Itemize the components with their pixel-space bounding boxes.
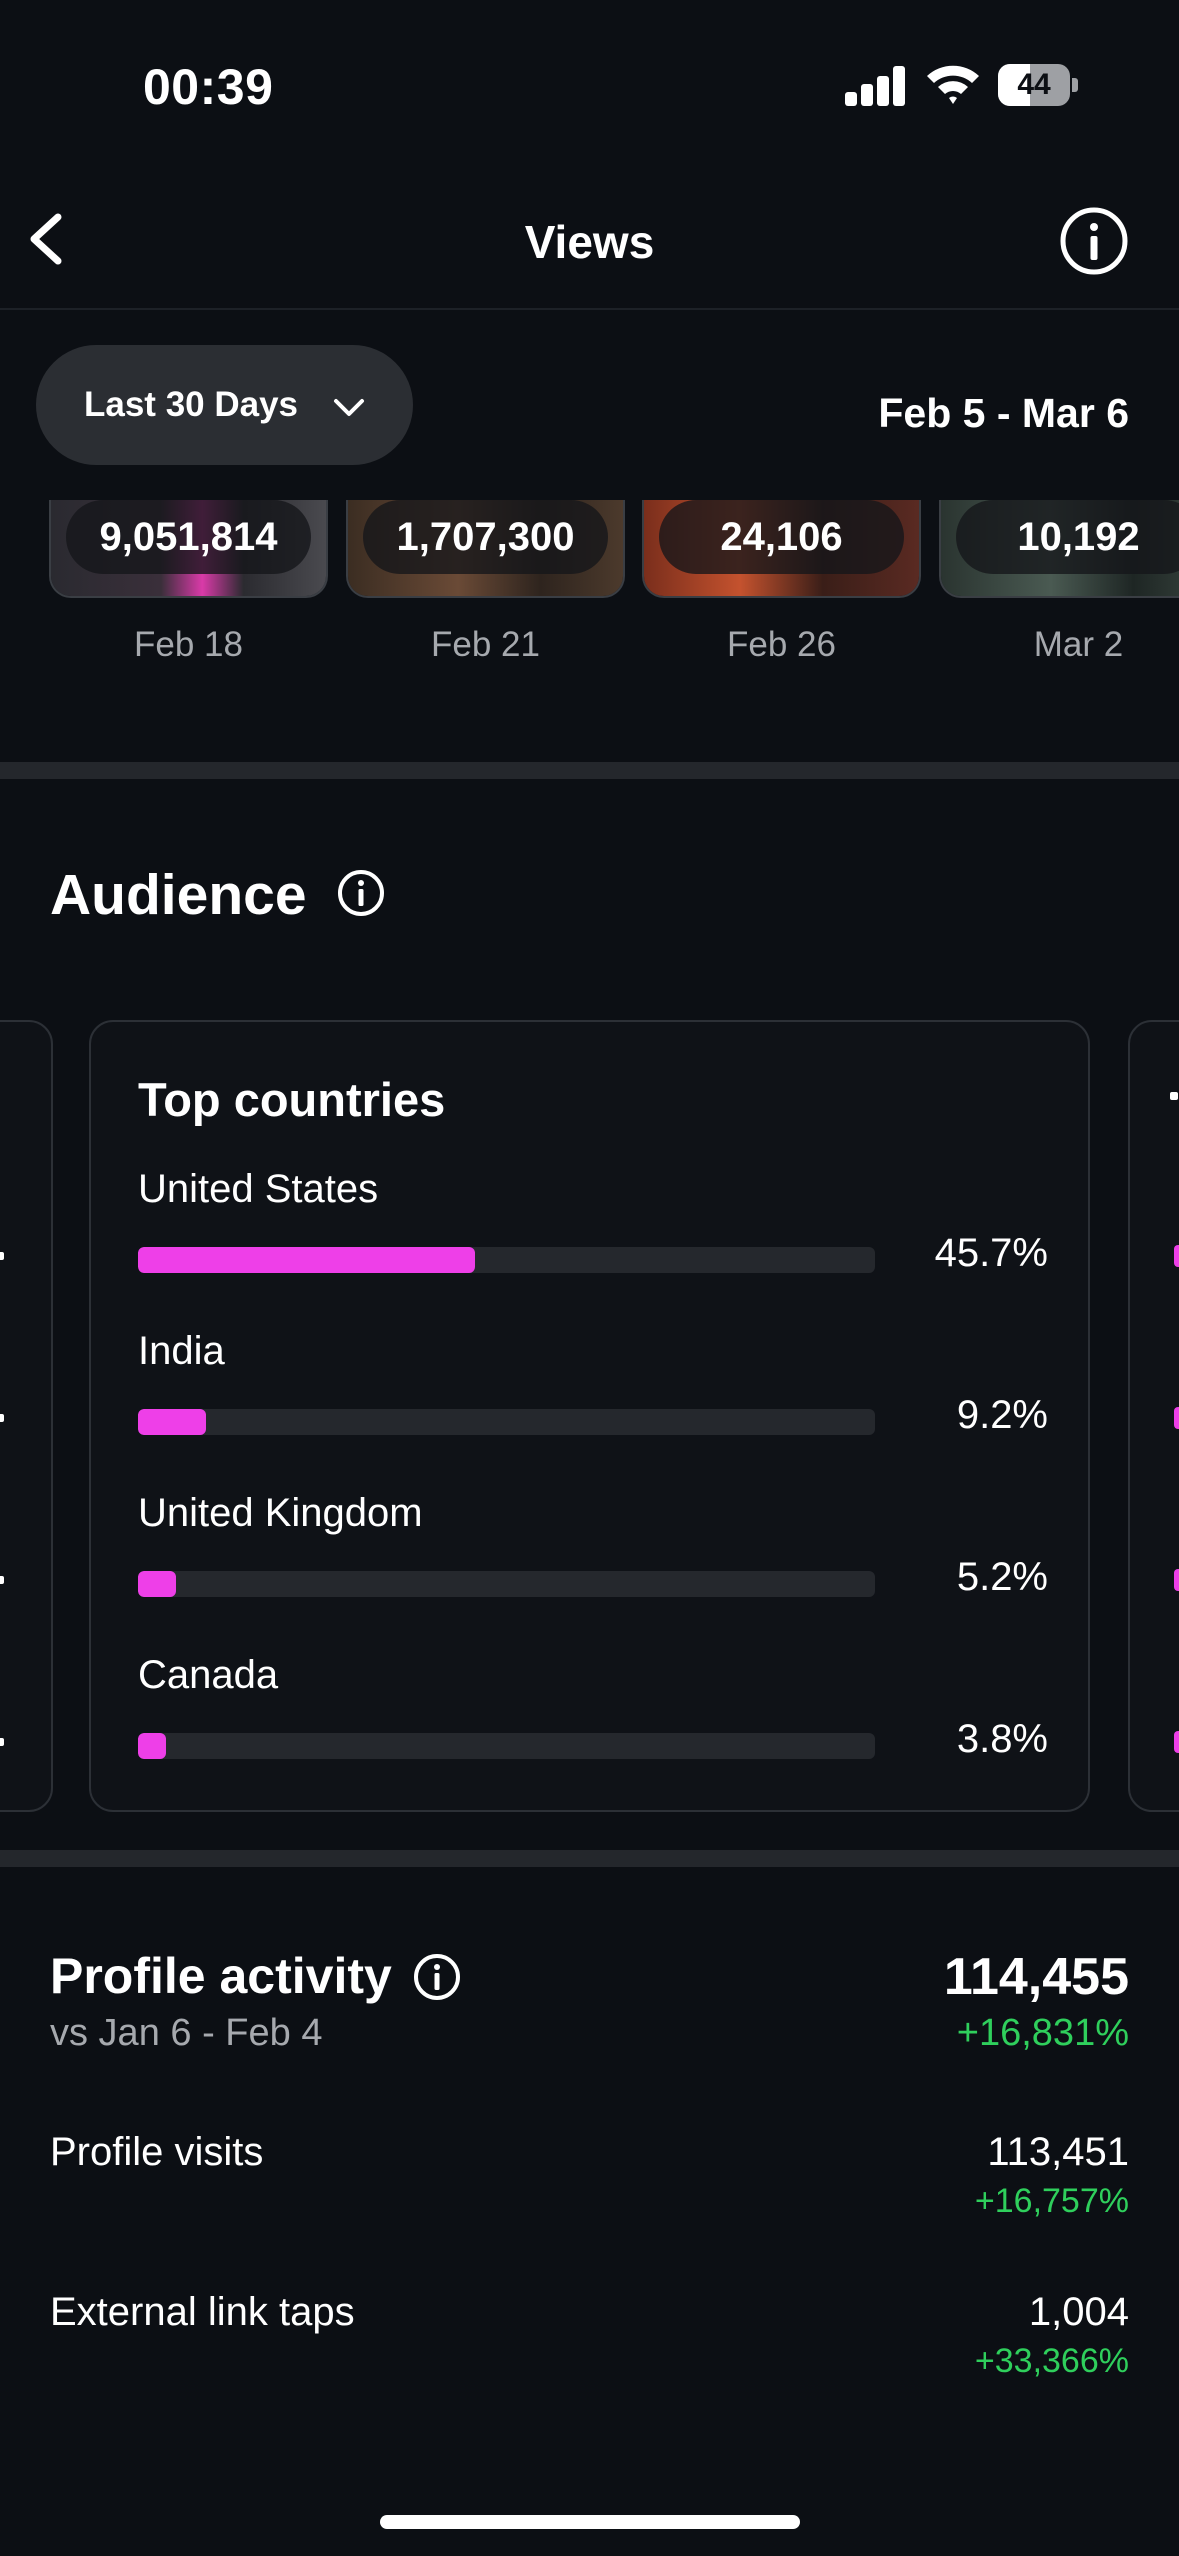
profile-activity-total: 114,455 [943, 1948, 1129, 2006]
cellular-signal-icon [845, 66, 907, 106]
content-thumbnail[interactable]: 1,707,300 [346, 500, 625, 598]
country-bar-track [138, 1409, 875, 1435]
section-divider [0, 1850, 1179, 1867]
metric-change-profile-visits: +16,757% [974, 2182, 1129, 2220]
profile-activity-change: +16,831% [956, 2012, 1129, 2054]
country-bar-track [138, 1571, 875, 1597]
metric-value-external-link-taps: 1,004 [1028, 2290, 1129, 2334]
content-thumbnail[interactable]: 10,192 [939, 500, 1179, 598]
top-content-strip: 9,051,814 Feb 18 1,707,300 Feb 21 24,106… [0, 500, 1179, 670]
country-bar-track [138, 1733, 875, 1759]
battery-icon: 44 [998, 64, 1078, 106]
filter-row: Last 30 Days Feb 5 - Mar 6 [0, 310, 1179, 500]
country-bar-track [138, 1247, 875, 1273]
metric-value-profile-visits: 113,451 [987, 2130, 1129, 2174]
country-name: Canada [138, 1653, 279, 1697]
audience-heading: Audience [50, 863, 307, 927]
country-name: United Kingdom [138, 1491, 423, 1535]
wifi-icon [927, 65, 979, 104]
section-divider [0, 762, 1179, 779]
content-thumbnail[interactable]: 9,051,814 [49, 500, 328, 598]
thumbnail-view-count: 1,707,300 [363, 500, 608, 574]
chevron-down-icon [334, 399, 364, 416]
thumbnail-view-count: 10,192 [956, 500, 1179, 574]
info-icon[interactable] [412, 1952, 462, 2002]
metric-change-external-link-taps: +33,366% [974, 2342, 1129, 2380]
thumbnail-date: Feb 18 [134, 625, 243, 664]
thumbnail-view-count: 24,106 [659, 500, 904, 574]
metric-label-profile-visits: Profile visits [50, 2130, 264, 2174]
country-row: Canada 3.8% [138, 1653, 1048, 1793]
content-thumbnail[interactable]: 24,106 [642, 500, 921, 598]
country-percent: 45.7% [934, 1231, 1048, 1275]
previous-audience-card[interactable] [0, 1020, 53, 1812]
thumbnail-date: Mar 2 [1033, 625, 1124, 664]
info-icon[interactable] [336, 868, 386, 918]
country-bar-fill [138, 1571, 177, 1597]
country-name: India [138, 1329, 225, 1373]
home-indicator[interactable] [380, 2515, 800, 2529]
date-range-dropdown-label: Last 30 Days [84, 385, 299, 424]
page-title: Views [524, 216, 655, 268]
profile-activity-heading: Profile activity [50, 1948, 392, 2004]
country-percent: 9.2% [956, 1393, 1048, 1437]
top-countries-title: Top countries [138, 1073, 446, 1126]
comparison-period: vs Jan 6 - Feb 4 [50, 2012, 323, 2054]
country-row: India 9.2% [138, 1329, 1048, 1469]
metric-label-external-link-taps: External link taps [50, 2290, 355, 2334]
thumbnail-date: Feb 21 [431, 625, 540, 664]
country-percent: 5.2% [956, 1555, 1048, 1599]
status-bar: 00:39 44 [0, 0, 1179, 170]
country-bar-fill [138, 1409, 206, 1435]
thumbnail-date: Feb 26 [727, 625, 836, 664]
country-percent: 3.8% [956, 1717, 1048, 1761]
country-row: United States 45.7% [138, 1167, 1048, 1307]
chevron-left-icon[interactable] [18, 207, 82, 271]
date-range-dropdown[interactable]: Last 30 Days [36, 345, 413, 465]
info-icon[interactable] [1058, 205, 1130, 277]
battery-level: 44 [1017, 68, 1051, 101]
top-countries-card: Top countries United States 45.7% India … [89, 1020, 1090, 1812]
thumbnail-view-count: 9,051,814 [66, 500, 311, 574]
country-name: United States [138, 1167, 379, 1211]
navigation-bar: Views [0, 185, 1179, 310]
country-bar-fill [138, 1733, 166, 1759]
country-row: United Kingdom 5.2% [138, 1491, 1048, 1631]
status-time: 00:39 [143, 59, 274, 115]
date-range-text: Feb 5 - Mar 6 [878, 390, 1129, 436]
country-bar-fill [138, 1247, 475, 1273]
next-audience-card[interactable] [1128, 1020, 1179, 1812]
